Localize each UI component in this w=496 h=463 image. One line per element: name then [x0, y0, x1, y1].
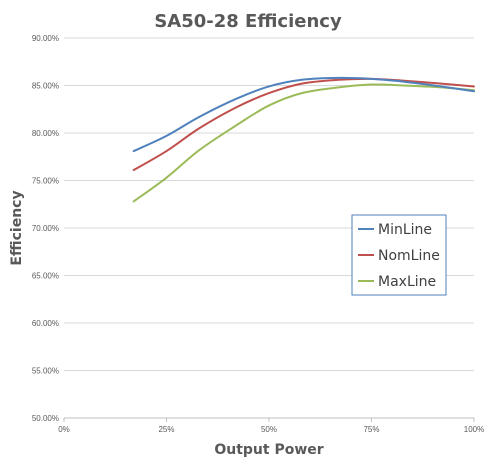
y-tick-label: 65.00% — [32, 272, 59, 281]
series-line-minline — [132, 76, 475, 153]
legend-label-minline: MinLine — [378, 222, 432, 238]
series-line-nomline — [132, 77, 475, 172]
y-tick-label: 50.00% — [32, 414, 59, 423]
y-tick-label: 55.00% — [32, 367, 59, 376]
series-lines — [132, 76, 475, 203]
legend: MinLine NomLine MaxLine — [351, 214, 447, 296]
x-tick-label: 75% — [363, 425, 379, 434]
y-tick-label: 90.00% — [32, 34, 59, 43]
axes: 50.00% 55.00% 60.00% 65.00% 70.00% 75.00% 80.0… — [32, 34, 484, 434]
x-tick-label: 25% — [158, 425, 174, 434]
y-axis-label: Efficiency — [9, 190, 25, 265]
legend-label-maxline: MaxLine — [378, 274, 436, 290]
y-tick-label: 70.00% — [32, 224, 59, 233]
y-tick-label: 75.00% — [32, 177, 59, 186]
legend-label-nomline: NomLine — [378, 248, 440, 264]
x-tick-label: 0% — [58, 425, 70, 434]
y-tick-label: 60.00% — [32, 319, 59, 328]
gridlines — [64, 37, 474, 371]
chart-title: SA50-28 Efficiency — [154, 11, 342, 32]
x-tick-label: 50% — [261, 425, 277, 434]
y-tick-label: 85.00% — [32, 82, 59, 91]
x-axis-label: Output Power — [214, 442, 323, 458]
x-tick-label: 100% — [464, 425, 484, 434]
y-tick-label: 80.00% — [32, 129, 59, 138]
series-line-maxline — [132, 83, 475, 203]
